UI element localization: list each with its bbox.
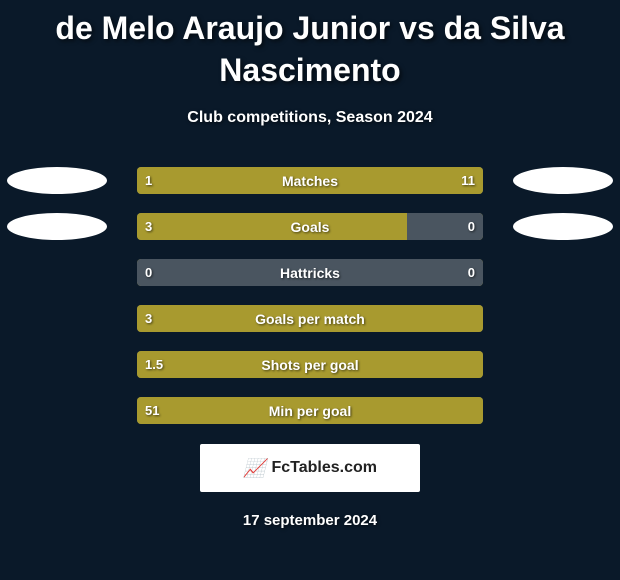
date-label: 17 september 2024 [0,512,620,529]
stat-label: Matches [137,167,483,194]
stat-label: Hattricks [137,259,483,286]
stat-row: 3Goals per match [0,305,620,332]
stat-bar: 111Matches [137,167,483,194]
stat-label: Min per goal [137,397,483,424]
brand-logo-icon: 📈 [243,458,265,479]
stat-row: 00Hattricks [0,259,620,286]
stat-bar: 00Hattricks [137,259,483,286]
stat-label: Goals [137,213,483,240]
stat-row: 111Matches [0,167,620,194]
stat-row: 1.5Shots per goal [0,351,620,378]
stat-bar: 30Goals [137,213,483,240]
brand-name: FcTables.com [271,459,377,477]
subtitle: Club competitions, Season 2024 [0,109,620,127]
player-right-bubble [513,167,613,194]
player-left-bubble [7,213,107,240]
brand-badge[interactable]: 📈 FcTables.com [200,444,420,492]
stat-bar: 51Min per goal [137,397,483,424]
stat-label: Shots per goal [137,351,483,378]
stat-bar: 3Goals per match [137,305,483,332]
player-left-bubble [7,167,107,194]
stat-bar: 1.5Shots per goal [137,351,483,378]
stat-label: Goals per match [137,305,483,332]
page-title: de Melo Araujo Junior vs da Silva Nascim… [0,0,620,95]
stats-container: 111Matches 30Goals 00Hattricks 3Goals per m… [0,167,620,424]
player-right-bubble [513,213,613,240]
stat-row: 51Min per goal [0,397,620,424]
stat-row: 30Goals [0,213,620,240]
